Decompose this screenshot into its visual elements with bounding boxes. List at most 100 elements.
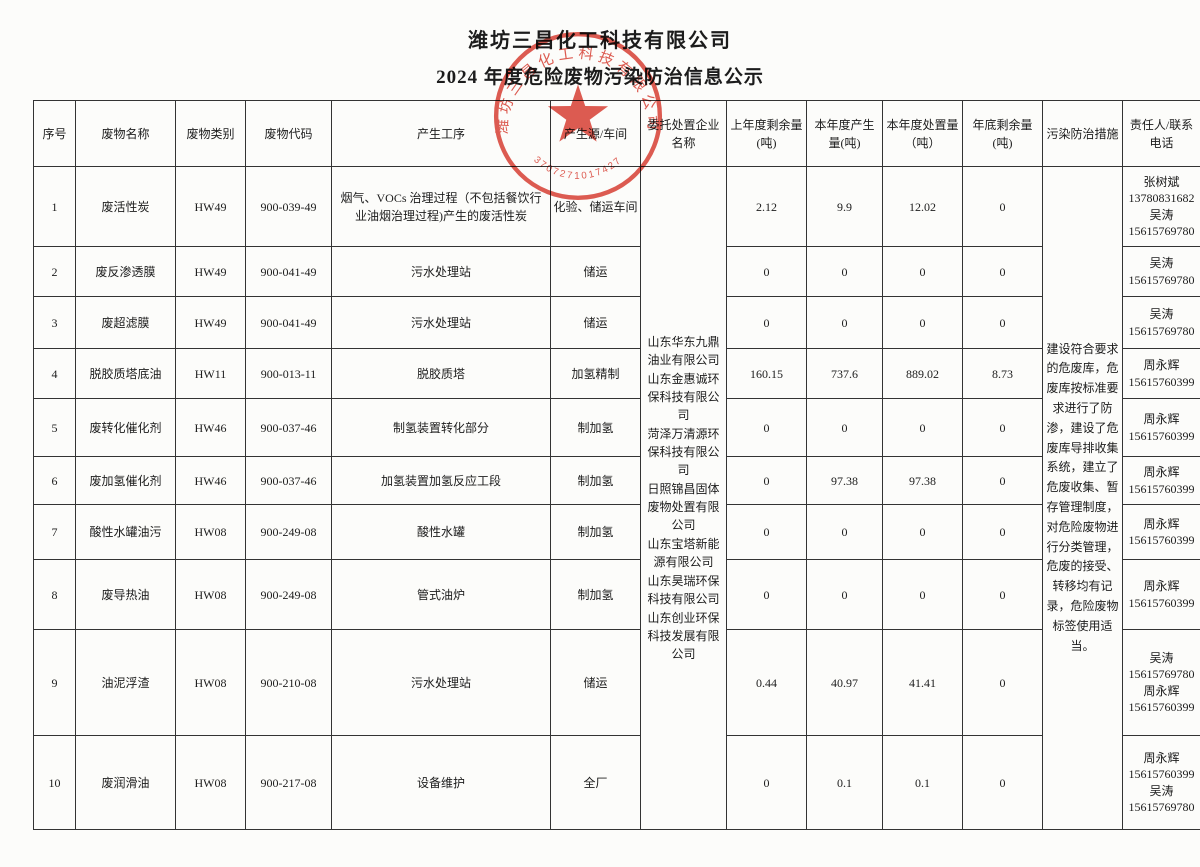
column-header-11: 污染防治措施 <box>1042 100 1123 167</box>
table-header-row: 序号 废物名称 废物类别 废物代码 产生工序 产生源/车间 委托处置企业名称 上年度剩余量(吨… <box>33 100 1200 167</box>
cell-year-end-remaining: 0 <box>962 629 1043 736</box>
cell-waste-code: 900-013-11 <box>245 348 332 399</box>
cell-waste-category: HW46 <box>175 398 246 457</box>
column-header-1: 废物名称 <box>75 100 176 167</box>
cell-prev-year-remaining: 0 <box>726 246 807 297</box>
cell-source-workshop: 制加氢 <box>550 559 641 630</box>
table-body: 1 废活性炭 HW49 900-039-49 烟气、VOCs 治理过程（不包括餐饮行业油… <box>33 166 1200 830</box>
cell-prev-year-remaining: 0 <box>726 559 807 630</box>
cell-waste-name: 废反渗透膜 <box>75 246 176 297</box>
cell-year-end-remaining: 0 <box>962 166 1043 247</box>
cell-generating-process: 烟气、VOCs 治理过程（不包括餐饮行业油烟治理过程)产生的废活性炭 <box>331 166 551 247</box>
contact-phone-number: 15615760399 <box>1128 767 1195 782</box>
cell-responsible-contact: 周永辉 15615760399 <box>1122 456 1200 505</box>
cell-prev-year-remaining: 0 <box>726 735 807 830</box>
cell-prev-year-remaining: 0 <box>726 456 807 505</box>
cell-year-disposed: 0 <box>882 398 963 457</box>
contact-person-name: 吴涛 <box>1149 651 1174 666</box>
cell-year-end-remaining: 8.73 <box>962 348 1043 399</box>
cell-waste-name: 废加氢催化剂 <box>75 456 176 505</box>
cell-serial-no: 6 <box>33 456 76 505</box>
cell-responsible-contact: 吴涛 15615769780 <box>1122 246 1200 297</box>
contact-person-name: 周永辉 <box>1143 465 1180 480</box>
cell-generating-process: 污水处理站 <box>331 296 551 349</box>
contact-person-name: 吴涛 <box>1149 783 1174 798</box>
column-header-4: 产生工序 <box>331 100 551 167</box>
disposal-company-name: 日照锦昌固体废物处置有限公司 <box>647 482 720 532</box>
cell-generating-process: 酸性水罐 <box>331 504 551 560</box>
cell-year-end-remaining: 0 <box>962 246 1043 297</box>
disposal-company-name: 山东创业环保科技发展有限公司 <box>647 611 720 661</box>
disposal-company-name: 菏泽万清源环保科技有限公司 <box>647 427 720 477</box>
cell-waste-name: 废活性炭 <box>75 166 176 247</box>
cell-source-workshop: 储运 <box>550 246 641 297</box>
disposal-company-name: 山东宝塔新能源有限公司 <box>647 537 720 569</box>
cell-waste-name: 废超滤膜 <box>75 296 176 349</box>
cell-waste-code: 900-039-49 <box>245 166 332 247</box>
contact-phone-number: 13780831682 <box>1128 191 1195 206</box>
contact-phone-number: 15615760399 <box>1128 533 1195 547</box>
cell-year-disposed: 97.38 <box>882 456 963 505</box>
cell-responsible-contact: 周永辉 15615760399 吴涛 15615769780 <box>1122 735 1200 830</box>
table-row: 8 废导热油 HW08 900-249-08 管式油炉 制加氢 0 0 0 0 周永辉 1561576… <box>33 559 1200 630</box>
cell-source-workshop: 加氢精制 <box>550 348 641 399</box>
contact-person-name: 吴涛 <box>1149 307 1174 322</box>
cell-prev-year-remaining: 0 <box>726 296 807 349</box>
cell-generating-process: 管式油炉 <box>331 559 551 630</box>
cell-waste-category: HW08 <box>175 629 246 736</box>
cell-waste-code: 900-249-08 <box>245 504 332 560</box>
column-header-12: 责任人/联系电话 <box>1122 100 1200 167</box>
contact-phone-number: 15615769780 <box>1128 323 1195 338</box>
cell-year-produced: 0 <box>806 559 883 630</box>
cell-waste-category: HW49 <box>175 166 246 247</box>
cell-serial-no: 7 <box>33 504 76 560</box>
cell-year-disposed: 0 <box>882 559 963 630</box>
cell-waste-code: 900-210-08 <box>245 629 332 736</box>
cell-year-produced: 0.1 <box>806 735 883 830</box>
cell-year-disposed: 0 <box>882 504 963 560</box>
table-row: 3 废超滤膜 HW49 900-041-49 污水处理站 储运 0 0 0 0 吴涛 15615769… <box>33 296 1200 349</box>
cell-waste-code: 900-037-46 <box>245 398 332 457</box>
contact-phone-number: 15615760399 <box>1128 428 1195 443</box>
cell-year-disposed: 0.1 <box>882 735 963 830</box>
cell-waste-code: 900-217-08 <box>245 735 332 830</box>
cell-waste-name: 废导热油 <box>75 559 176 630</box>
table-row: 6 废加氢催化剂 HW46 900-037-46 加氢装置加氢反应工段 制加氢 0 97.38… <box>33 456 1200 505</box>
contact-phone-number: 15615760399 <box>1128 699 1195 714</box>
cell-year-produced: 0 <box>806 246 883 297</box>
column-header-9: 本年度处置量（吨） <box>882 100 963 167</box>
document-header: 潍坊三昌化工科技有限公司 2024 年度危险废物污染防治信息公示 <box>0 24 1200 89</box>
cell-source-workshop: 储运 <box>550 296 641 349</box>
cell-waste-code: 900-249-08 <box>245 559 332 630</box>
contact-person-name: 周永辉 <box>1143 358 1180 373</box>
contact-phone-number: 15615769780 <box>1128 272 1195 287</box>
cell-source-workshop: 储运 <box>550 629 641 736</box>
cell-waste-name: 废润滑油 <box>75 735 176 830</box>
contact-phone-number: 15615769780 <box>1128 223 1195 238</box>
cell-responsible-contact: 周永辉 15615760399 <box>1122 348 1200 399</box>
cell-waste-code: 900-041-49 <box>245 246 332 297</box>
cell-year-disposed: 889.02 <box>882 348 963 399</box>
contact-phone-number: 15615769780 <box>1128 667 1195 682</box>
cell-prev-year-remaining: 0 <box>726 398 807 457</box>
cell-generating-process: 污水处理站 <box>331 629 551 736</box>
cell-year-produced: 0 <box>806 296 883 349</box>
cell-year-produced: 737.6 <box>806 348 883 399</box>
column-header-7: 上年度剩余量(吨) <box>726 100 807 167</box>
cell-source-workshop: 制加氢 <box>550 456 641 505</box>
cell-source-workshop: 制加氢 <box>550 398 641 457</box>
cell-source-workshop: 制加氢 <box>550 504 641 560</box>
cell-year-end-remaining: 0 <box>962 456 1043 505</box>
contact-person-name: 吴涛 <box>1149 207 1174 222</box>
table-row: 10 废润滑油 HW08 900-217-08 设备维护 全厂 0 0.1 0.1 0 周永辉 156… <box>33 735 1200 830</box>
cell-year-end-remaining: 0 <box>962 559 1043 630</box>
cell-generating-process: 制氢装置转化部分 <box>331 398 551 457</box>
disposal-company-name: 山东金惠诚环保科技有限公司 <box>647 372 720 422</box>
contact-person-name: 周永辉 <box>1143 412 1180 427</box>
contact-phone-number: 15615760399 <box>1128 374 1195 389</box>
table-row: 1 废活性炭 HW49 900-039-49 烟气、VOCs 治理过程（不包括餐饮行业油… <box>33 166 1200 830</box>
cell-generating-process: 加氢装置加氢反应工段 <box>331 456 551 505</box>
cell-year-produced: 0 <box>806 504 883 560</box>
cell-disposal-companies: 山东华东九鼎油业有限公司 山东金惠诚环保科技有限公司 菏泽万清源环保科技有限公司 日照… <box>640 166 727 830</box>
cell-year-produced: 40.97 <box>806 629 883 736</box>
